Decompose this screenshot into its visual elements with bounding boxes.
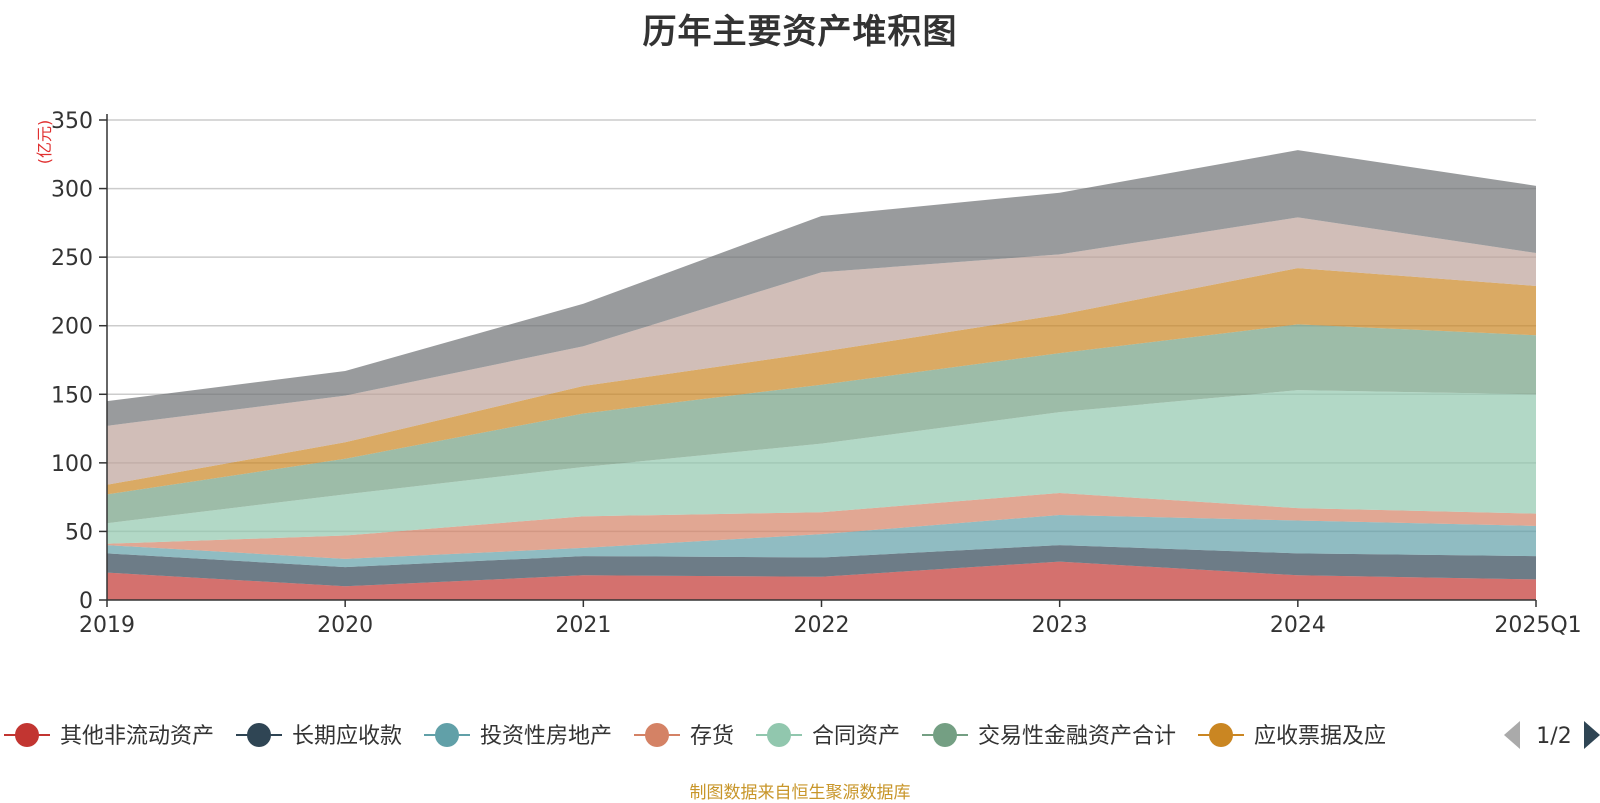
legend-pagination: 1/2 (1504, 721, 1600, 749)
x-tick-label: 2021 (555, 613, 611, 638)
legend-label: 应收票据及应 (1254, 724, 1386, 749)
x-tick-label: 2020 (317, 613, 373, 638)
legend-page-indicator: 1/2 (1536, 724, 1571, 749)
legend-item[interactable]: 合同资产 (756, 723, 900, 749)
area-series-1 (107, 561, 1536, 600)
y-tick-label: 100 (51, 452, 93, 477)
footer-source-note: 制图数据来自恒生聚源数据库 (689, 783, 911, 803)
legend-circle-icon (767, 723, 791, 747)
legend-next-page-icon[interactable] (1584, 721, 1600, 749)
legend: 其他非流动资产 长期应收款 投资性房地产 存货 合同资产 交易性金融资产合计 应收票据及应 1… (4, 721, 1600, 749)
y-tick-label: 350 (51, 109, 93, 134)
y-tick-label: 0 (79, 589, 93, 614)
area-series-2 (107, 545, 1536, 587)
chart-title: 历年主要资产堆积图 (642, 12, 958, 52)
x-tick-label: 2024 (1270, 613, 1326, 638)
area-series-7 (107, 268, 1536, 495)
legend-label: 交易性金融资产合计 (978, 724, 1176, 749)
legend-circle-icon (933, 723, 957, 747)
legend-circle-icon (247, 723, 271, 747)
legend-circle-icon (435, 723, 459, 747)
y-tick-label: 300 (51, 178, 93, 203)
legend-circle-icon (645, 723, 669, 747)
legend-item[interactable]: 投资性房地产 (424, 723, 612, 749)
axes: 0 50 100 150 200 250 300 350 2019 2020 2021 2022 202… (51, 109, 1582, 638)
y-tick-label: 150 (51, 383, 93, 408)
y-tick-label: 250 (51, 246, 93, 271)
legend-item[interactable]: 长期应收款 (236, 723, 402, 749)
legend-label: 合同资产 (812, 724, 900, 749)
area-series-5 (107, 390, 1536, 544)
legend-item[interactable]: 存货 (634, 723, 734, 749)
x-tick-label: 2022 (794, 613, 850, 638)
x-tick-label: 2025Q1 (1494, 613, 1581, 638)
legend-prev-page-icon[interactable] (1504, 721, 1520, 749)
legend-item[interactable]: 应收票据及应 (1198, 723, 1386, 749)
area-series-8 (107, 217, 1536, 485)
legend-label: 长期应收款 (292, 724, 402, 749)
legend-label: 投资性房地产 (480, 724, 612, 749)
legend-item[interactable]: 其他非流动资产 (4, 723, 214, 749)
area-series-group (107, 150, 1536, 600)
x-tick-label: 2023 (1032, 613, 1088, 638)
legend-label: 其他非流动资产 (60, 724, 214, 749)
area-series-3 (107, 514, 1536, 568)
legend-item[interactable]: 交易性金融资产合计 (922, 723, 1176, 749)
area-series-9 (107, 150, 1536, 426)
y-axis-unit-label: (亿元) (35, 120, 54, 165)
x-tick-label: 2019 (79, 613, 135, 638)
y-tick-label: 200 (51, 315, 93, 340)
legend-circle-icon (1209, 723, 1233, 747)
area-series-6 (107, 324, 1536, 524)
legend-circle-icon (15, 723, 39, 747)
area-series-4 (107, 493, 1536, 559)
y-tick-label: 50 (65, 520, 93, 545)
legend-label: 存货 (690, 724, 734, 749)
